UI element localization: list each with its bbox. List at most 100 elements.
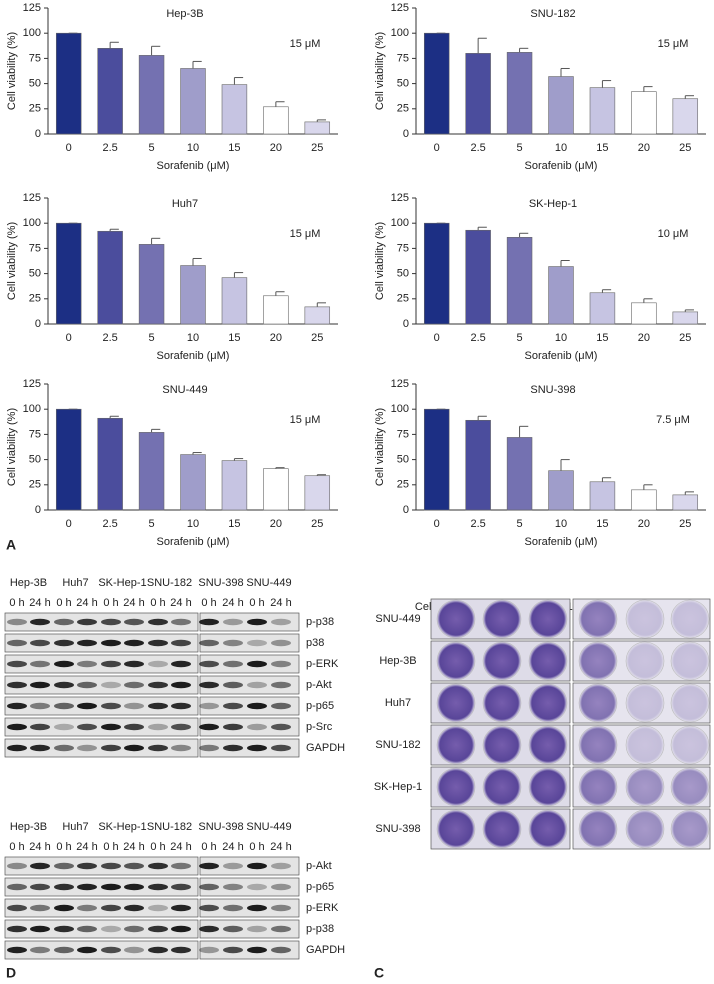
bar <box>138 55 165 135</box>
annotation: 15 μM <box>290 38 321 50</box>
bar <box>631 91 657 135</box>
blot-band <box>148 639 168 647</box>
x-axis-label: Sorafenib (μM) <box>525 350 598 362</box>
x-tick-label: 20 <box>270 142 282 154</box>
colony-plate <box>625 683 665 723</box>
blot-band <box>54 904 74 912</box>
blot-band <box>54 639 74 647</box>
blot-band <box>77 862 97 870</box>
bar <box>180 265 206 325</box>
blot-band <box>199 904 219 912</box>
y-tick-label: 25 <box>29 479 41 491</box>
colony-plate <box>578 767 618 807</box>
blot-band <box>101 862 121 870</box>
colony-plate <box>482 767 522 807</box>
blot-band <box>148 946 168 954</box>
y-tick-label: 125 <box>23 2 41 14</box>
x-tick-label: 10 <box>555 332 567 344</box>
bar <box>221 460 248 511</box>
colony-plate <box>625 767 665 807</box>
blot-band <box>30 862 50 870</box>
y-tick-label: 50 <box>29 78 41 90</box>
chart-title: SNU-398 <box>530 384 575 396</box>
colony-plate <box>625 809 665 849</box>
bar <box>631 489 657 511</box>
blot-band <box>124 904 144 912</box>
y-axis-label: Cell viability (%) <box>6 32 18 110</box>
x-axis-label: Sorafenib (μM) <box>525 536 598 548</box>
colony-plate <box>670 809 710 849</box>
y-tick-label: 100 <box>391 27 409 39</box>
timepoint-label: 24 h <box>222 597 243 609</box>
x-tick-label: 5 <box>149 518 155 530</box>
blot-band <box>7 702 27 710</box>
colony-plate <box>528 683 568 723</box>
blot-band <box>199 946 219 954</box>
blot-band <box>199 744 219 752</box>
blot-band <box>199 723 219 731</box>
blot-band <box>171 702 191 710</box>
blot-band <box>7 639 27 647</box>
colony-plate <box>528 809 568 849</box>
blot-band <box>7 660 27 668</box>
y-tick-label: 100 <box>391 403 409 415</box>
blot-strip <box>4 675 199 695</box>
blot-band <box>223 681 243 689</box>
x-tick-label: 2.5 <box>102 518 117 530</box>
bar <box>97 48 123 135</box>
bar <box>465 229 491 325</box>
blot-band <box>54 660 74 668</box>
panel-label: C <box>374 965 384 981</box>
row-label: SK-Hep-1 <box>374 781 422 793</box>
blot-band <box>271 681 291 689</box>
blot-band <box>124 723 144 731</box>
blot-band <box>77 702 97 710</box>
colony-plate <box>670 599 710 639</box>
blot-band <box>223 639 243 647</box>
panel-label: D <box>6 965 16 981</box>
protein-label: p-ERK <box>306 902 339 914</box>
x-tick-label: 0 <box>66 518 72 530</box>
blot-band <box>54 883 74 891</box>
blot-band <box>148 702 168 710</box>
timepoint-label: 0 h <box>249 841 264 853</box>
blot-band <box>223 618 243 626</box>
blot-band <box>101 723 121 731</box>
bar <box>180 68 206 135</box>
cell-line-label: Huh7 <box>62 577 88 589</box>
y-tick-label: 25 <box>397 103 409 115</box>
blot-band <box>171 744 191 752</box>
bar <box>55 408 82 511</box>
blot-band <box>124 639 144 647</box>
blot-band <box>7 744 27 752</box>
blot-band <box>223 723 243 731</box>
y-tick-label: 50 <box>397 454 409 466</box>
colony-plate <box>528 599 568 639</box>
x-tick-label: 10 <box>187 518 199 530</box>
colony-plate <box>436 725 476 765</box>
blot-band <box>7 681 27 689</box>
colony-plate <box>482 599 522 639</box>
bar <box>263 106 289 135</box>
bar <box>180 454 206 511</box>
x-tick-label: 10 <box>187 142 199 154</box>
blot-band <box>54 618 74 626</box>
bar <box>506 437 533 511</box>
timepoint-label: 24 h <box>170 841 191 853</box>
x-axis-label: Sorafenib (μM) <box>157 350 230 362</box>
x-axis-label: Sorafenib (μM) <box>157 536 230 548</box>
blot-band <box>199 862 219 870</box>
bar <box>548 76 574 135</box>
blot-band <box>271 744 291 752</box>
protein-label: p38 <box>306 637 324 649</box>
timepoint-label: 24 h <box>270 597 291 609</box>
bar <box>221 84 248 135</box>
x-tick-label: 20 <box>270 518 282 530</box>
cell-line-label: SNU-449 <box>246 577 291 589</box>
blot-band <box>223 660 243 668</box>
blot-strip <box>4 919 199 939</box>
blot-band <box>30 639 50 647</box>
cell-line-label: SNU-398 <box>198 577 243 589</box>
bar <box>465 53 491 135</box>
blot-band <box>7 618 27 626</box>
